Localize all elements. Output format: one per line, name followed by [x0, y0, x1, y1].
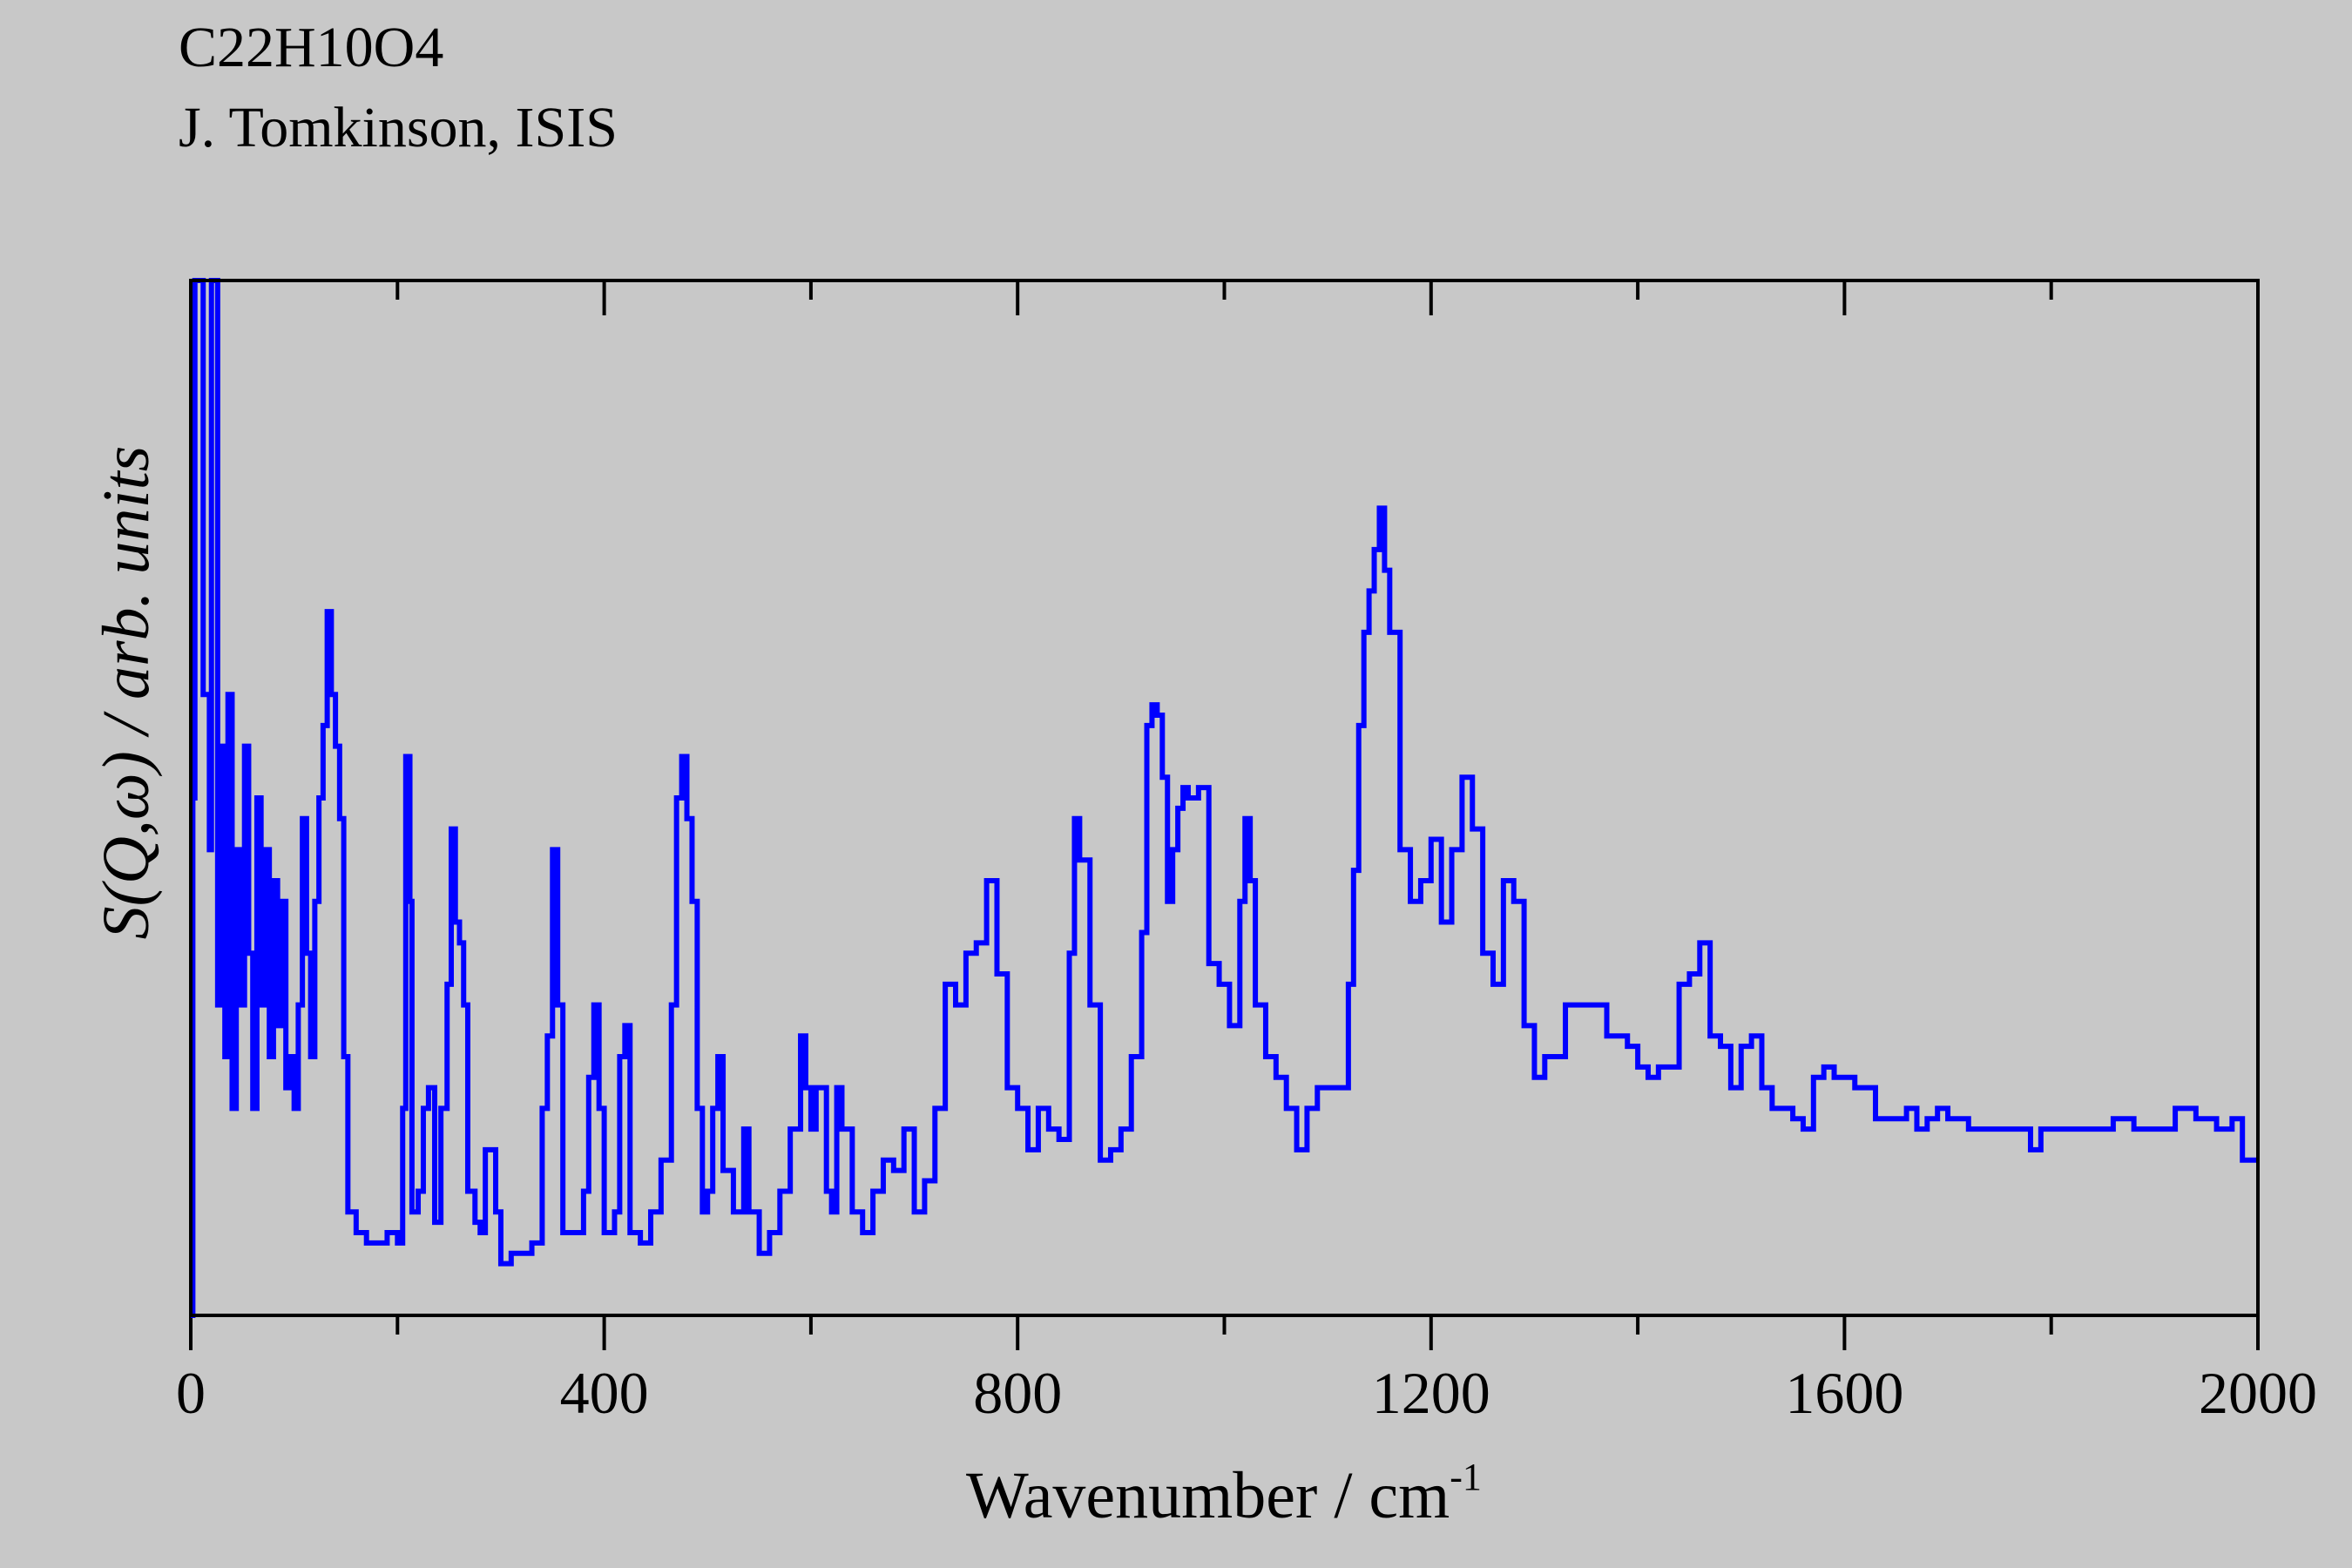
chart-title: C22H10O4: [179, 16, 444, 79]
x-axis-title: Wavenumber / cm-1: [966, 1456, 1482, 1532]
x-tick-label: 800: [973, 1360, 1062, 1426]
x-axis-title-sup: -1: [1450, 1456, 1482, 1498]
plot-frame: [189, 279, 2260, 1317]
x-tick-label: 400: [560, 1360, 649, 1426]
x-tick-label: 1200: [1372, 1360, 1490, 1426]
x-tick-label: 1600: [1785, 1360, 1903, 1426]
chart-subtitle: J. Tomkinson, ISIS: [179, 96, 618, 159]
x-tick-label: 0: [176, 1360, 206, 1426]
x-tick-label: 2000: [2199, 1360, 2317, 1426]
y-axis-title: S(Q,ω) / arb. units: [90, 446, 163, 940]
spectrum-line: [190, 278, 2258, 1318]
x-axis-title-text: Wavenumber / cm: [966, 1459, 1450, 1532]
